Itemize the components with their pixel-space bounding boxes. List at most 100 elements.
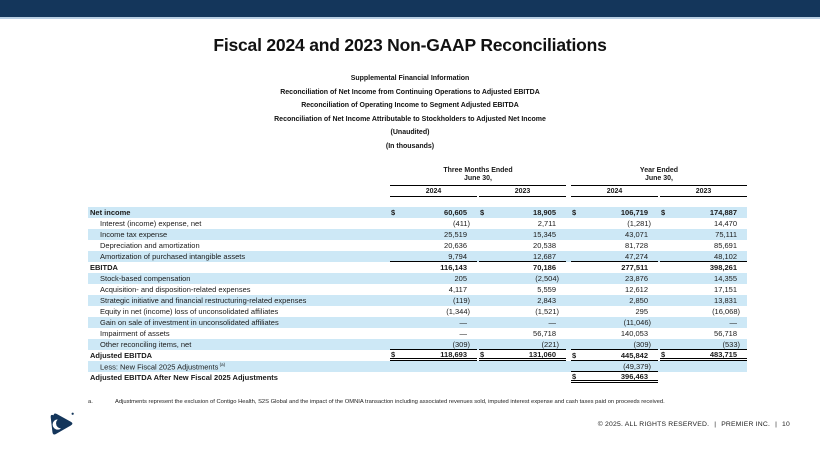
year-header: 2024 bbox=[571, 186, 658, 197]
cell-value: 12,612 bbox=[625, 285, 648, 294]
row-label: Amortization of purchased intangible ass… bbox=[100, 252, 246, 261]
value-cell: 14,470 bbox=[660, 218, 747, 229]
year-header: 2023 bbox=[660, 186, 747, 197]
value-cell bbox=[660, 361, 747, 372]
col-group-label: Year Ended bbox=[639, 167, 679, 174]
table-row: Interest (income) expense, net (411) 2,711… bbox=[88, 218, 747, 229]
cell-value: 81,728 bbox=[625, 241, 648, 250]
value-cell: 9,794 bbox=[390, 251, 477, 262]
row-label: Strategic initiative and financial restr… bbox=[100, 296, 307, 305]
value-cell: 277,511 bbox=[571, 262, 658, 273]
dollar-sign: $ bbox=[661, 349, 666, 359]
value-cell: $445,842 bbox=[571, 350, 658, 361]
value-cell: (119) bbox=[390, 295, 477, 306]
cell-value: (11,046) bbox=[623, 318, 651, 327]
table-row: Other reconciling items, net (309) (221) (3… bbox=[88, 339, 747, 350]
value-cell: (1,344) bbox=[390, 306, 477, 317]
value-cell: $131,060 bbox=[479, 350, 566, 361]
cell-value: 56,718 bbox=[533, 329, 556, 338]
value-cell: 116,143 bbox=[390, 262, 477, 273]
cell-value: 70,186 bbox=[533, 263, 556, 272]
row-label: Income tax expense bbox=[100, 230, 168, 239]
cell-value: 48,102 bbox=[714, 251, 737, 261]
value-cell: 85,691 bbox=[660, 240, 747, 251]
value-cell: 12,612 bbox=[571, 284, 658, 295]
cell-value: 106,719 bbox=[620, 208, 648, 217]
value-cell: 205 bbox=[390, 273, 477, 284]
value-cell: (1,281) bbox=[571, 218, 658, 229]
cell-value: 25,519 bbox=[444, 230, 467, 239]
cell-value: 20,636 bbox=[444, 241, 467, 250]
table-body: Net income $60,605 $18,905 $106,719 $174,887… bbox=[88, 207, 747, 383]
cell-value: 85,691 bbox=[714, 241, 737, 250]
value-cell: (309) bbox=[571, 339, 658, 350]
value-cell: (16,068) bbox=[660, 306, 747, 317]
subtitle-line: Supplemental Financial Information bbox=[350, 75, 470, 82]
value-cell: 12,687 bbox=[479, 251, 566, 262]
value-cell: (411) bbox=[390, 218, 477, 229]
table-row: Net income $60,605 $18,905 $106,719 $174,887 bbox=[88, 207, 747, 218]
table-row: Amortization of purchased intangible ass… bbox=[88, 251, 747, 262]
table-row: Gain on sale of investment in unconsolid… bbox=[88, 317, 747, 328]
table-header-years: 2024 2023 2024 2023 bbox=[88, 186, 747, 197]
value-cell: 20,636 bbox=[390, 240, 477, 251]
cell-value: (309) bbox=[633, 339, 651, 349]
table-row: EBITDA 116,143 70,186 277,511 398,261 bbox=[88, 262, 747, 273]
page-title: Fiscal 2024 and 2023 Non-GAAP Reconcilia… bbox=[213, 35, 607, 55]
value-cell: 25,519 bbox=[390, 229, 477, 240]
table-row: Less: New Fiscal 2025 Adjustments (a) (49… bbox=[88, 361, 747, 372]
value-cell: (309) bbox=[390, 339, 477, 350]
cell-value: 118,693 bbox=[440, 349, 467, 359]
table-row: Impairment of assets — 56,718 140,053 56,718 bbox=[88, 328, 747, 339]
cell-value: — bbox=[548, 318, 557, 327]
footnote: a. Adjustments represent the exclusion o… bbox=[88, 399, 778, 406]
subtitle-block: Supplemental Financial Information Recon… bbox=[0, 72, 820, 154]
row-label: Gain on sale of investment in unconsolid… bbox=[100, 318, 279, 327]
value-cell: 13,831 bbox=[660, 295, 747, 306]
row-label: Interest (income) expense, net bbox=[100, 219, 202, 228]
cell-value: 398,261 bbox=[709, 263, 737, 272]
cell-value: 2,843 bbox=[537, 296, 556, 305]
dollar-sign: $ bbox=[572, 371, 577, 381]
cell-value: 12,687 bbox=[533, 251, 556, 261]
value-cell: 4,117 bbox=[390, 284, 477, 295]
cell-value: 174,887 bbox=[709, 208, 737, 217]
subtitle-line: (Unaudited) bbox=[390, 129, 430, 137]
row-label: Acquisition- and disposition-related exp… bbox=[100, 285, 251, 294]
cell-value: 13,831 bbox=[714, 296, 737, 305]
table-row: Acquisition- and disposition-related exp… bbox=[88, 284, 747, 295]
value-cell bbox=[390, 372, 477, 383]
row-label: Net income bbox=[90, 208, 131, 217]
value-cell: — bbox=[660, 317, 747, 328]
value-cell: 81,728 bbox=[571, 240, 658, 251]
value-cell bbox=[479, 372, 566, 383]
col-group-sublabel: June 30, bbox=[463, 175, 492, 182]
cell-value: 15,345 bbox=[533, 230, 556, 239]
row-label: Equity in net (income) loss of unconsoli… bbox=[100, 307, 279, 316]
value-cell: $18,905 bbox=[479, 207, 566, 218]
table-row: Depreciation and amortization 20,636 20,53… bbox=[88, 240, 747, 251]
value-cell: 56,718 bbox=[660, 328, 747, 339]
cell-value: 14,355 bbox=[714, 274, 737, 283]
value-cell: 43,071 bbox=[571, 229, 658, 240]
cell-value: 445,842 bbox=[620, 350, 648, 360]
subtitle-line: Reconciliation of Operating Income to Se… bbox=[301, 102, 519, 110]
value-cell: $396,463 bbox=[571, 372, 658, 383]
cell-value: 131,060 bbox=[528, 349, 556, 359]
dollar-sign: $ bbox=[391, 208, 396, 217]
year-header: 2023 bbox=[479, 186, 566, 197]
value-cell: $174,887 bbox=[660, 207, 747, 218]
cell-value: 140,053 bbox=[620, 329, 648, 338]
value-cell: $106,719 bbox=[571, 207, 658, 218]
cell-value: 277,511 bbox=[621, 263, 648, 272]
cell-value: 23,876 bbox=[625, 274, 648, 283]
value-cell bbox=[660, 372, 747, 383]
value-cell: (11,046) bbox=[571, 317, 658, 328]
value-cell: 75,111 bbox=[660, 229, 747, 240]
value-cell: 2,711 bbox=[479, 218, 566, 229]
cell-value: 2,711 bbox=[537, 219, 556, 228]
subtitle-line: Reconciliation of Net Income from Contin… bbox=[280, 88, 540, 96]
row-label: Stock-based compensation bbox=[100, 274, 191, 283]
cell-value: — bbox=[459, 329, 468, 338]
value-cell: 17,151 bbox=[660, 284, 747, 295]
